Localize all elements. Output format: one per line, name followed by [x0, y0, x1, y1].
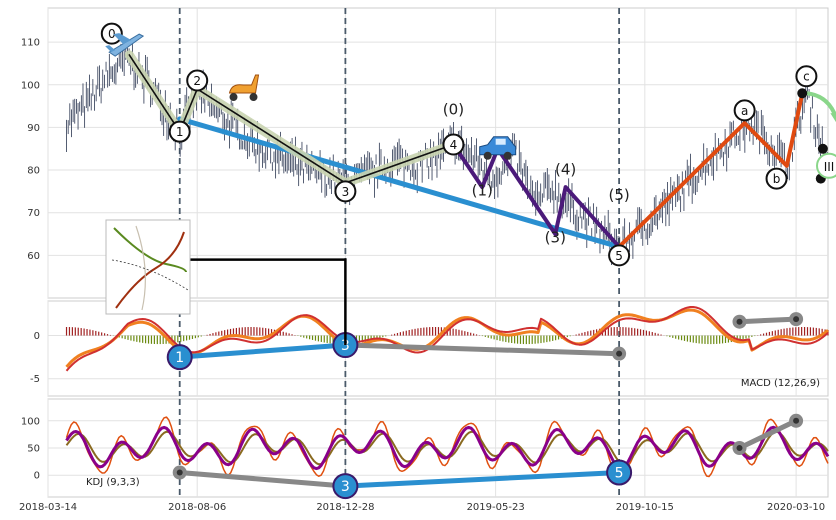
wave-circle-label: 1 [176, 125, 184, 139]
wave-iii-marker [816, 152, 836, 179]
trend-line [177, 116, 622, 250]
wave-circle-label: 2 [193, 74, 201, 88]
wave-circle [765, 167, 788, 190]
inset-curve [135, 225, 146, 311]
macd-wave-label: 3 [341, 338, 350, 354]
kdj-node-core [793, 417, 800, 424]
y-tick-label: 90 [27, 123, 40, 134]
scooter-icon [228, 74, 260, 102]
macd-trend-line [737, 316, 799, 325]
car-wheel [503, 151, 512, 160]
scooter-wheel [249, 93, 258, 102]
kdj-trend-line [342, 470, 622, 489]
pivot-dot [797, 88, 808, 99]
wave-circle-label: 3 [342, 185, 350, 199]
y-tick-label: 110 [21, 38, 40, 49]
macd-node-core [736, 318, 743, 325]
kdj-wave-label: 3 [341, 479, 350, 495]
car-window [495, 138, 506, 145]
macd-trend-line [342, 342, 622, 357]
inset-connector [190, 258, 347, 346]
wave-circle [795, 65, 818, 88]
wave-iii-label: III [824, 160, 835, 174]
y-tick-label: 60 [27, 251, 40, 262]
y-tick-label: 70 [27, 208, 40, 219]
kdj-node-core [176, 469, 183, 476]
y-tick-label: 0 [34, 331, 40, 342]
y-tick-label: 100 [21, 80, 40, 91]
wave-label: (1) [472, 182, 493, 200]
wave-circle-label: b [773, 172, 781, 186]
wave-circle-label: 0 [108, 27, 116, 41]
wave-label: (0) [443, 101, 464, 119]
kdj-wave-label: 5 [615, 466, 624, 482]
wave-label: (5) [608, 186, 629, 204]
inset-curve [111, 259, 189, 291]
kdj-wave-marker [606, 459, 633, 486]
kdj-wave-marker [332, 473, 359, 500]
kdj-node-core [736, 445, 743, 451]
wave-circle [442, 133, 465, 156]
airplane-tail [105, 45, 116, 53]
wave-circle [608, 244, 631, 267]
x-tick-label: 2018-08-06 [168, 502, 226, 513]
x-tick-label: 2019-05-23 [467, 502, 525, 513]
wave-label: (3) [545, 229, 566, 247]
macd-node-core [793, 316, 800, 323]
y-tick-label: -5 [30, 374, 40, 385]
wave-circle-label: 4 [450, 138, 458, 152]
airplane-wing [113, 33, 132, 45]
wave-circle-label: a [741, 104, 748, 118]
scooter-wheel [229, 93, 238, 102]
kdj-trend-line [177, 470, 348, 489]
car-wheel [483, 151, 492, 160]
scooter-body [228, 74, 260, 94]
y-tick-label: 0 [34, 471, 40, 482]
wave-circle [733, 99, 756, 122]
inset-curve [115, 231, 185, 309]
car-body [479, 136, 517, 156]
y-tick-label: 100 [21, 416, 40, 427]
inset-chart-icon [105, 219, 191, 315]
macd-wave-marker [166, 344, 193, 371]
wave-circle [168, 120, 191, 143]
pivot-dot [817, 143, 828, 154]
corrective-wave [451, 142, 622, 249]
signal-line [65, 306, 829, 372]
kdj-label: KDJ (9,3,3) [86, 477, 140, 488]
car-icon [479, 136, 517, 160]
kdj-k-line [65, 425, 830, 471]
macd-wave-label: 1 [175, 350, 184, 366]
x-tick-label: 2018-03-14 [19, 502, 77, 513]
wave-circle [100, 22, 123, 45]
kdj-trend-line [737, 418, 799, 451]
inset-curve [113, 227, 187, 273]
wave-circle [186, 69, 209, 92]
y-tick-label: 80 [27, 166, 40, 177]
y-tick-label: 50 [27, 444, 40, 455]
macd-label: MACD (12,26,9) [741, 378, 820, 389]
x-tick-label: 2018-12-28 [316, 502, 374, 513]
wave-circle [334, 180, 357, 203]
arrow-head-icon [830, 112, 836, 123]
macd-node-core [616, 350, 623, 357]
wave-circle-label: 5 [615, 249, 623, 263]
x-tick-label: 2019-10-15 [616, 502, 674, 513]
impulse-wave [617, 91, 805, 249]
wave-circle-label: c [803, 70, 810, 84]
x-tick-label: 2020-03-10 [767, 502, 825, 513]
airplane-icon [105, 33, 145, 57]
wave-label: (4) [555, 160, 576, 178]
macd-trend-line [177, 342, 348, 360]
